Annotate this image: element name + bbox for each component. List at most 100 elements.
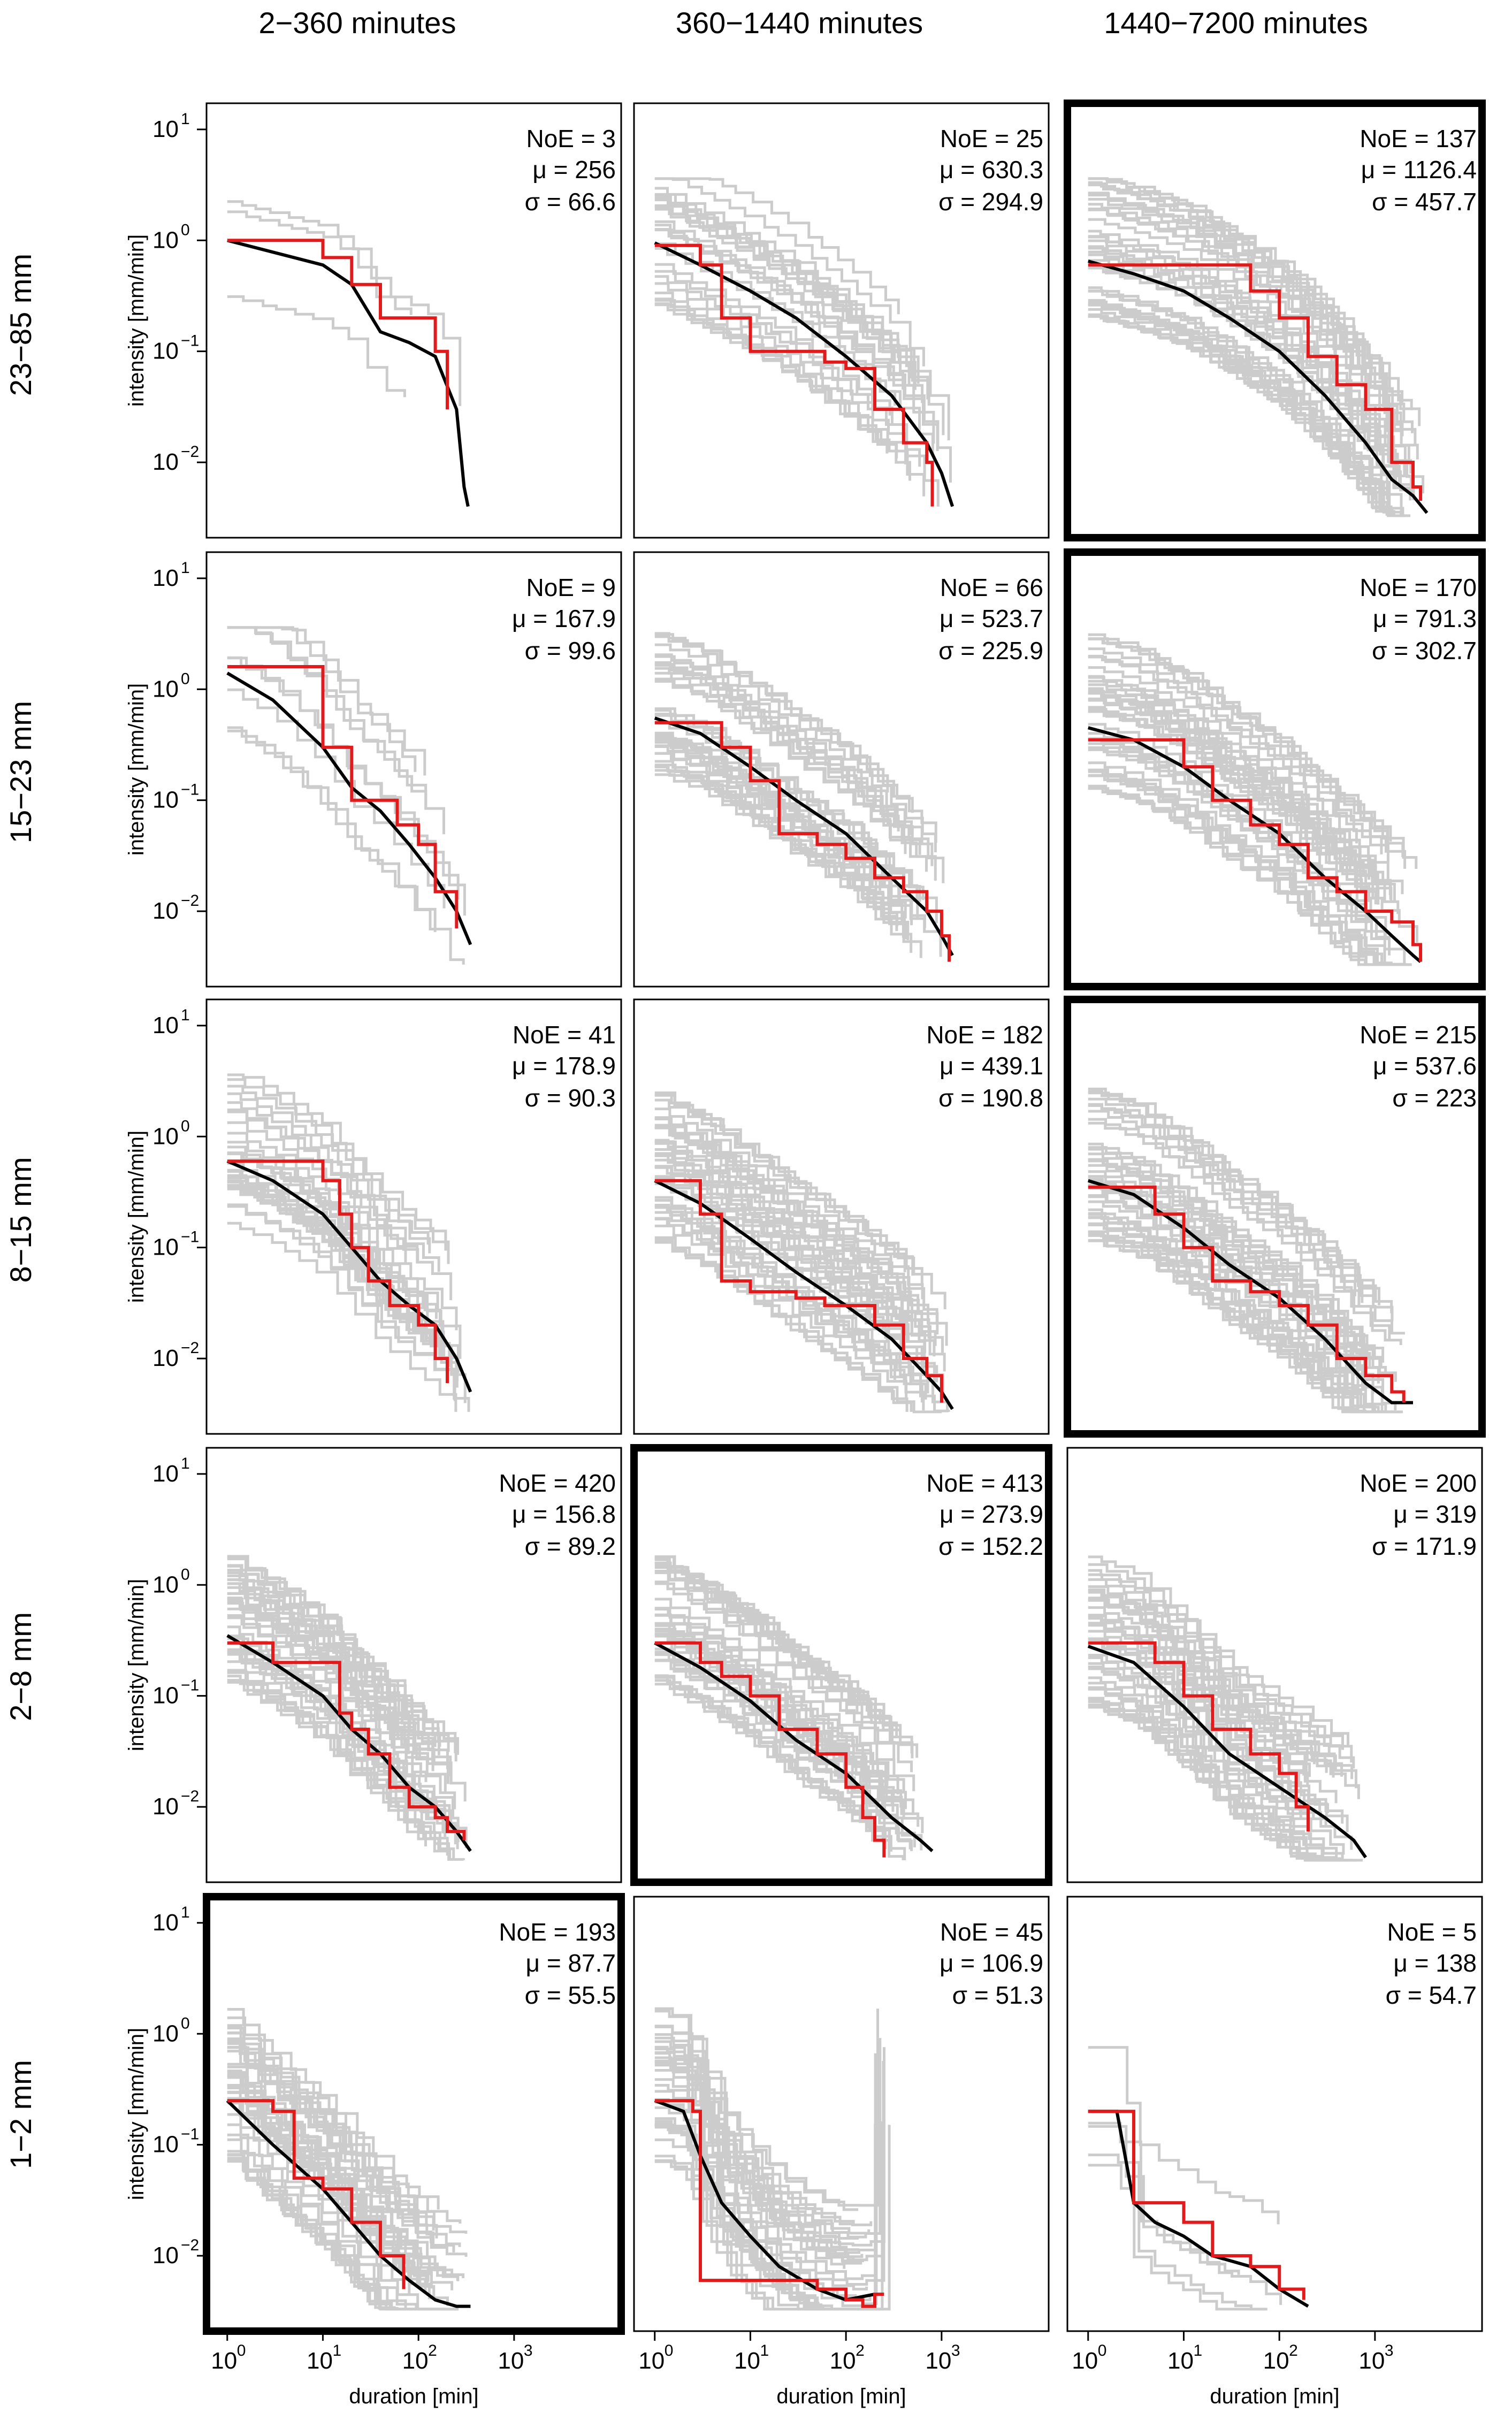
x-tick-label: 10	[1263, 2348, 1289, 2374]
event-curve	[654, 745, 913, 926]
panel-frame	[205, 102, 622, 539]
highlight-curve	[1088, 2110, 1305, 2300]
event-curve	[227, 1187, 459, 1388]
event-curve	[654, 270, 894, 425]
event-curve	[227, 295, 406, 398]
event-curve	[654, 2025, 855, 2224]
event-curve	[1088, 1233, 1393, 1414]
event-curve	[227, 1556, 459, 1755]
y-tick-label: 10	[152, 898, 179, 924]
median-curve	[1087, 1645, 1367, 1859]
event-curve	[1088, 761, 1406, 966]
event-curve	[227, 1151, 425, 1308]
stat-noe: NoE = 200	[1360, 1469, 1477, 1497]
y-tick-label: 10	[152, 2020, 179, 2046]
highlight-curve	[1088, 1185, 1406, 1403]
event-curve	[1088, 177, 1383, 378]
y-tick-exponent: 1	[181, 559, 190, 577]
y-tick-exponent: −2	[181, 443, 199, 461]
stat-mu: μ = 156.8	[512, 1500, 616, 1528]
event-curve	[654, 299, 926, 497]
x-tick-exponent: 0	[1098, 2342, 1107, 2359]
stat-sigma: σ = 225.9	[938, 637, 1043, 665]
event-curve	[227, 1635, 451, 1824]
y-tick-label: 10	[152, 1461, 179, 1487]
x-tick-label: 10	[402, 2348, 429, 2374]
event-curve	[227, 729, 465, 965]
event-curve	[1088, 1216, 1376, 1413]
stat-noe: NoE = 137	[1360, 125, 1477, 152]
y-tick-label: 10	[152, 116, 179, 142]
y-tick-exponent: 0	[181, 1117, 190, 1135]
event-curve	[1088, 1585, 1354, 1780]
y-tick-label: 10	[152, 227, 179, 253]
panel-frame	[1066, 1896, 1483, 2332]
event-curve	[654, 193, 908, 368]
y-tick-exponent: 0	[181, 221, 190, 239]
chart-panel: NoE = 45μ = 106.9σ = 51.310 0 10 1 10 2 10 3dur…	[633, 1896, 1050, 2408]
median-curve	[1088, 2110, 1309, 2308]
y-tick-label: 10	[152, 1123, 179, 1149]
row-label: 8−15 mm	[4, 1157, 37, 1283]
event-curve	[654, 1093, 923, 1285]
row-labels: 23−85 mm 15−23 mm 8−15 mm 2−8 mm 1−2 mm	[4, 254, 37, 2169]
event-curve	[227, 2150, 431, 2311]
event-curve	[654, 1206, 950, 1412]
y-tick-exponent: 0	[181, 2014, 190, 2032]
median-curve	[1087, 259, 1429, 514]
event-curve	[1088, 302, 1404, 516]
event-curve	[654, 1126, 939, 1335]
event-curve	[654, 1199, 949, 1412]
event-curve	[654, 1098, 906, 1272]
stat-mu: μ = 178.9	[512, 1052, 616, 1080]
median-curve	[227, 239, 470, 507]
event-curve	[654, 766, 905, 938]
event-curve	[227, 1186, 458, 1385]
stat-noe: NoE = 41	[513, 1021, 616, 1049]
event-curve	[1088, 289, 1403, 516]
event-curve	[654, 208, 924, 403]
event-curve	[227, 1078, 450, 1264]
panel-frame	[205, 998, 622, 1435]
event-curve	[1088, 710, 1418, 943]
y-axis-label: intensity [mm/min]	[125, 1579, 148, 1751]
event-curve	[227, 2042, 417, 2228]
event-curve	[227, 1598, 421, 1759]
stat-mu: μ = 439.1	[940, 1052, 1043, 1080]
event-curve	[1088, 1637, 1344, 1824]
event-curve	[1088, 1667, 1345, 1855]
stat-sigma: σ = 66.6	[525, 188, 616, 216]
stat-noe: NoE = 170	[1360, 574, 1477, 601]
stat-mu: μ = 1126.4	[1361, 156, 1477, 184]
highlight-curve	[227, 1641, 466, 1841]
event-curve	[654, 1204, 927, 1400]
y-tick-label: 10	[152, 2242, 179, 2269]
stat-sigma: σ = 152.2	[938, 1532, 1043, 1560]
x-tick-label: 10	[1167, 2348, 1194, 2374]
y-tick-exponent: −1	[181, 2126, 199, 2143]
event-curve	[654, 1116, 938, 1324]
event-curve	[227, 1614, 456, 1809]
median-curve	[654, 241, 954, 507]
x-tick-label: 10	[734, 2348, 760, 2374]
stat-noe: NoE = 420	[499, 1469, 616, 1497]
y-axis-label: intensity [mm/min]	[125, 2028, 148, 2200]
x-tick-exponent: 0	[665, 2342, 674, 2359]
chart-panel: NoE = 200 μ = 319 σ = 171.9	[1066, 1447, 1483, 1883]
event-curve	[654, 2048, 837, 2244]
event-curve	[1088, 1555, 1349, 1746]
event-curve	[1088, 710, 1377, 905]
y-tick-label: 10	[152, 787, 179, 813]
column-label: 360−1440 minutes	[676, 6, 923, 40]
stat-sigma: σ = 54.7	[1386, 1981, 1477, 2009]
x-tick-label: 10	[211, 2348, 237, 2374]
event-curve	[1088, 1090, 1393, 1314]
event-curve	[227, 1085, 430, 1245]
event-curve	[654, 632, 914, 813]
x-axis-label: duration [min]	[349, 2385, 478, 2408]
event-curve	[654, 187, 950, 440]
stat-mu: μ = 256	[532, 156, 616, 184]
event-curve	[1088, 1687, 1342, 1860]
